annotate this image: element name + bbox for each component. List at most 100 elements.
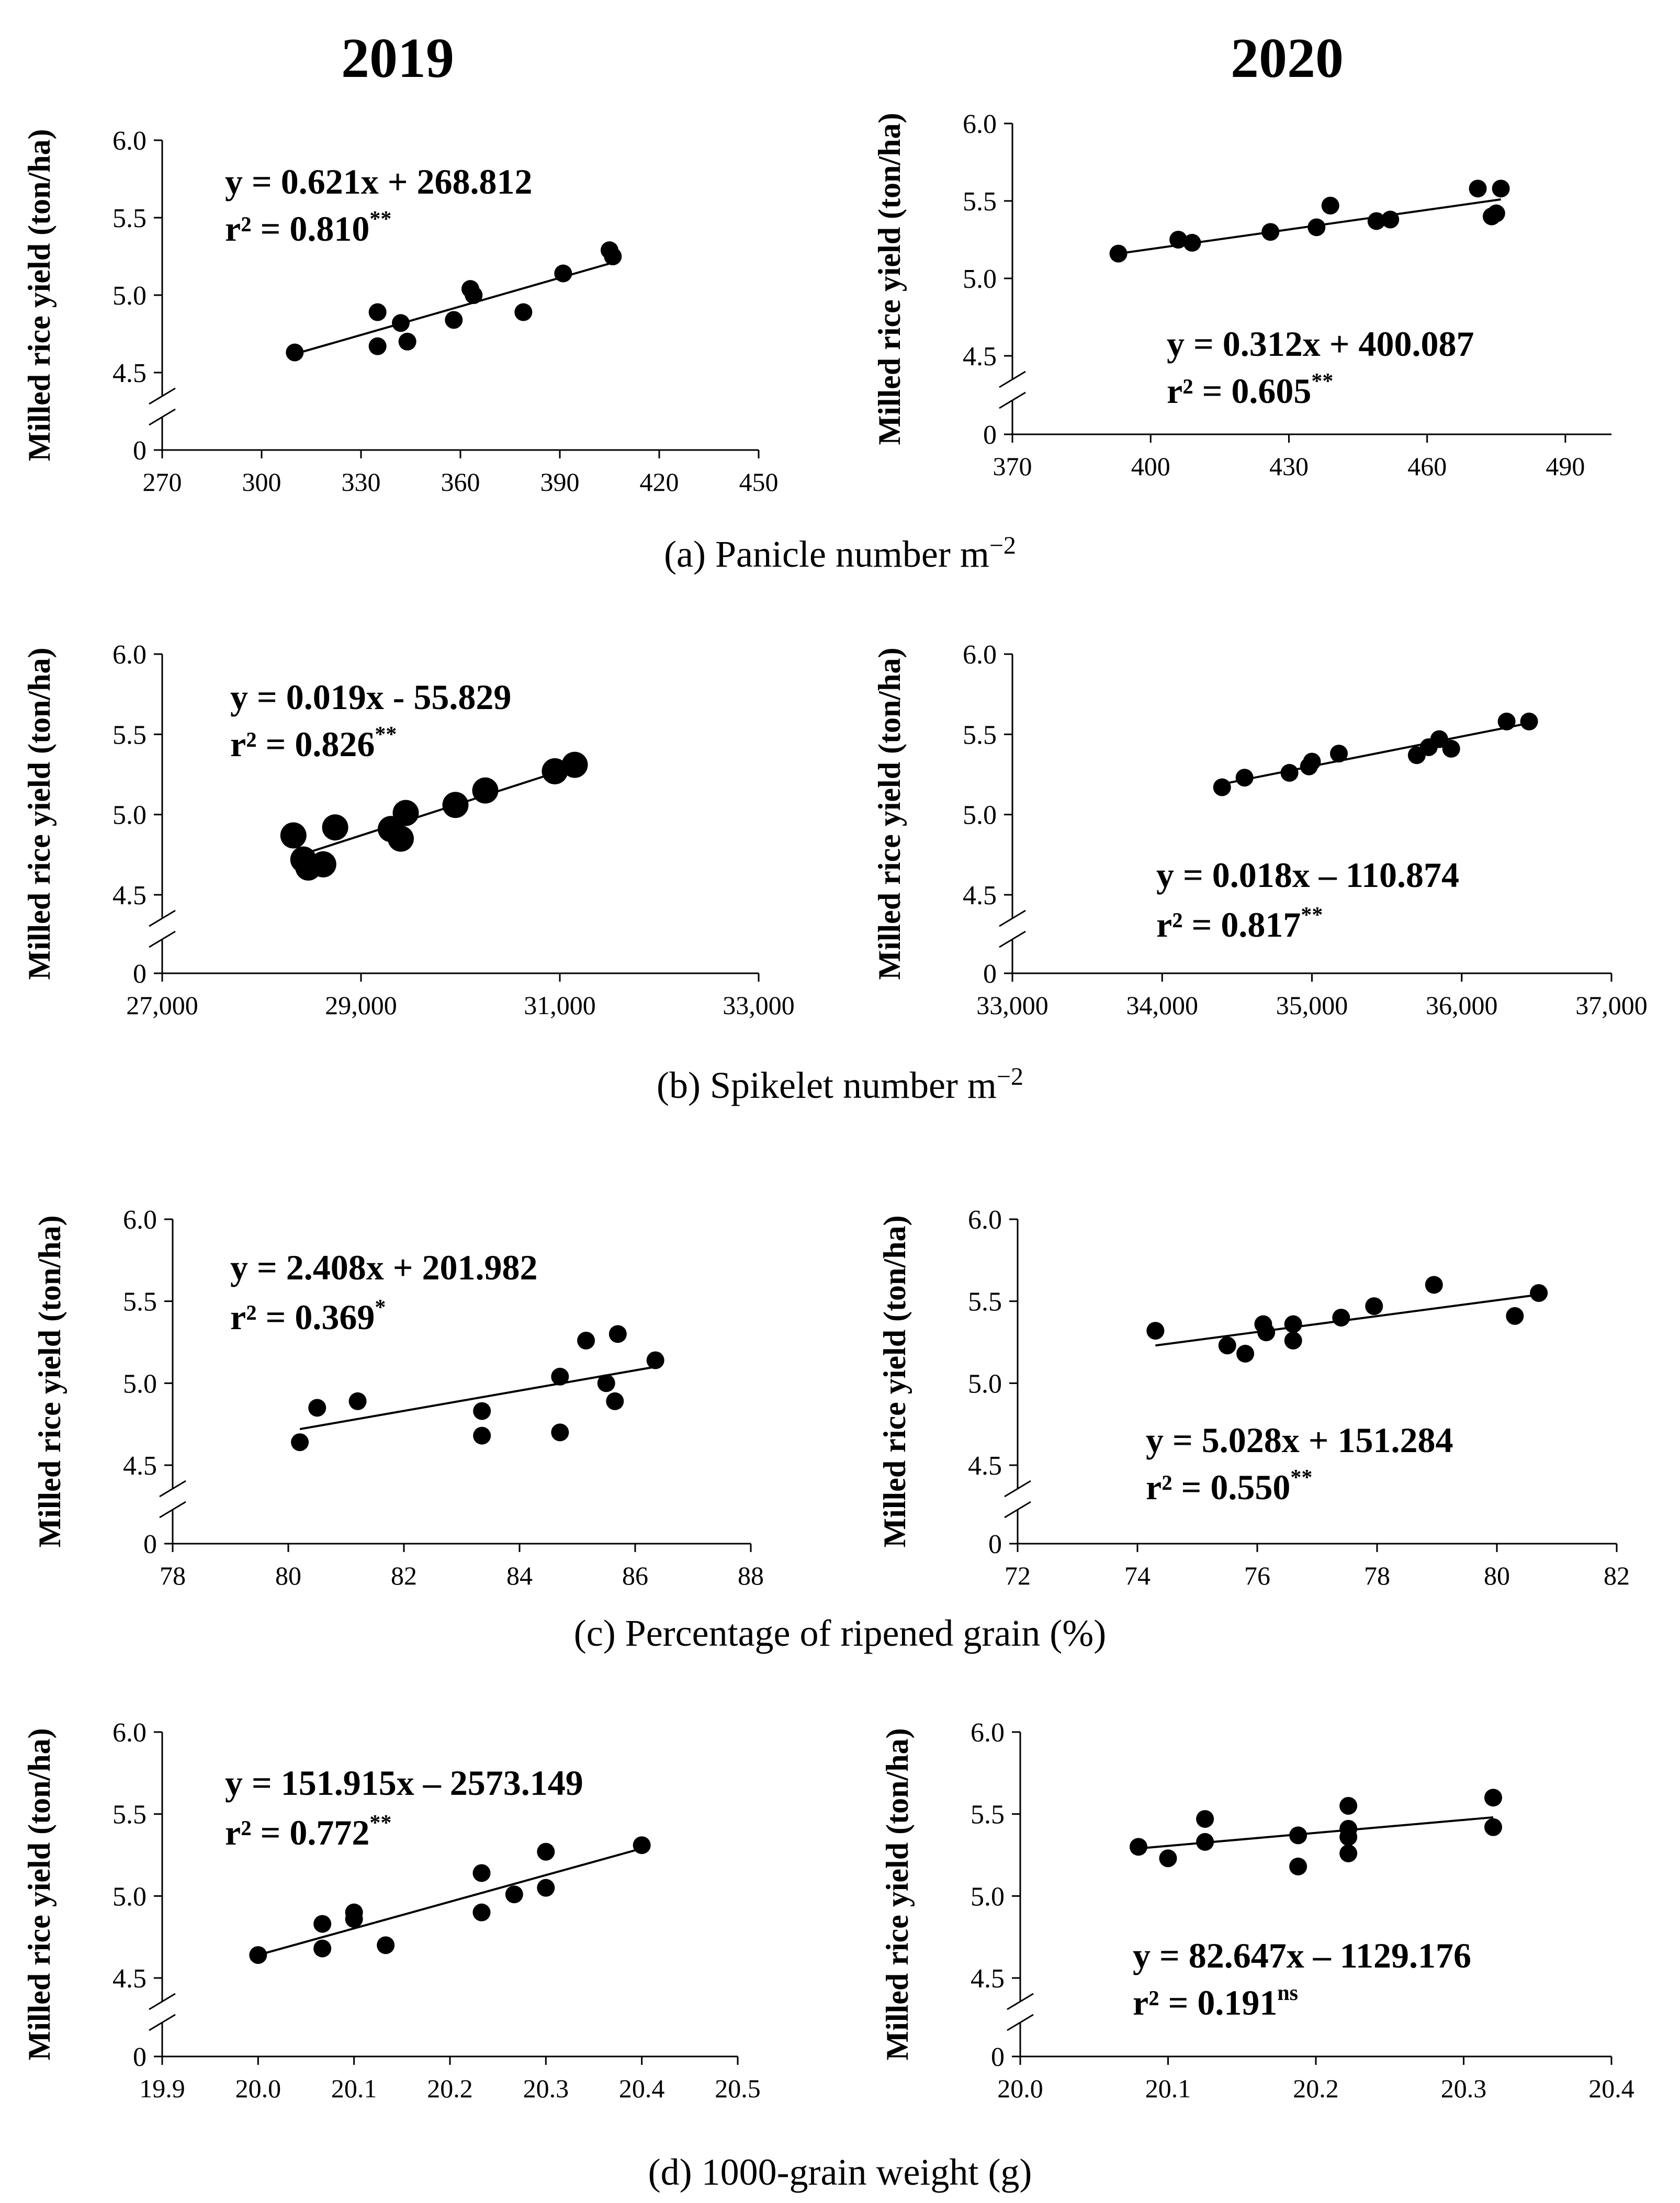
c2020-y-tick-label: 4.5 <box>968 1451 1002 1481</box>
b2019-axis-break-mark <box>149 909 176 927</box>
b2019-y-tick-label: 5.0 <box>112 801 146 830</box>
d2020-axis-break-mark <box>1007 2014 1034 2031</box>
d2019-data-point <box>472 1903 491 1921</box>
a2020-data-point <box>1381 210 1400 229</box>
d2020-data-point <box>1339 1797 1358 1815</box>
a2020-r-squared: r² = 0.605** <box>1167 369 1333 411</box>
a2020-r-squared-value: r² = 0.605 <box>1167 371 1311 411</box>
a2020-data-point <box>1169 231 1188 249</box>
b2019-y-axis-title: Milled rice yield (ton/ha) <box>22 648 57 980</box>
c2019-significance: * <box>375 1296 386 1320</box>
c2019-data-point <box>473 1402 491 1420</box>
a2019-x-tick-label: 270 <box>143 467 182 497</box>
c2020-data-point <box>1218 1336 1236 1355</box>
c2019-y-tick-label: 4.5 <box>123 1451 157 1481</box>
a2019-data-point <box>286 343 304 362</box>
b2020-data-point <box>1497 712 1516 730</box>
d2020-x-tick-label: 20.1 <box>1145 2074 1191 2103</box>
b2020-x-tick-label: 36,000 <box>1426 991 1498 1020</box>
b2020-axis-break-mark <box>999 930 1026 948</box>
c2020-x-tick-label: 72 <box>1005 1561 1031 1590</box>
d2020-equation: y = 82.647x – 1129.176 <box>1133 1936 1471 1975</box>
a2020-data-point <box>1487 204 1505 222</box>
caption-d-text: (d) 1000-grain weight (g) <box>648 2151 1032 2193</box>
b2019-x-tick-label: 33,000 <box>723 991 795 1020</box>
a2019-data-point <box>604 248 622 265</box>
a2020-data-point <box>1183 233 1201 252</box>
d2020-axis-break-mark <box>1007 1993 1034 2010</box>
a2019-data-point <box>368 303 387 321</box>
c2020-data-point <box>1530 1284 1548 1302</box>
a2019-x-tick-label: 300 <box>242 467 281 497</box>
c2019-r-squared: r² = 0.369* <box>230 1296 386 1337</box>
d2019-x-tick-label: 20.5 <box>715 2074 761 2103</box>
c2019-data-point <box>308 1399 326 1417</box>
a2020-y-tick-label: 5.0 <box>963 264 997 294</box>
a2020-y-axis-title: Milled rice yield (ton/ha) <box>872 113 907 445</box>
b2020-r-squared-value: r² = 0.817 <box>1156 905 1301 945</box>
c2020-y-tick-label: 5.0 <box>968 1369 1002 1399</box>
a2019-data-point <box>392 314 410 332</box>
d2020-y-tick-label: 6.0 <box>971 1718 1005 1748</box>
b2019-x-tick-label: 27,000 <box>126 991 198 1020</box>
d2020-y-zero-label: 0 <box>991 2042 1005 2072</box>
a2019-data-point <box>465 286 483 304</box>
a2020-data-point <box>1469 179 1487 198</box>
a2019-data-point <box>398 332 416 351</box>
d2019-significance: ** <box>369 1811 391 1835</box>
a2019-data-point <box>554 264 572 283</box>
c2020-x-tick-label: 82 <box>1604 1561 1630 1590</box>
a2020-axis-break-mark <box>999 391 1026 409</box>
c2019-data-point <box>348 1392 367 1410</box>
b2019-y-tick-label: 5.5 <box>112 720 146 750</box>
d2019-x-tick-label: 20.1 <box>331 2074 377 2103</box>
c2019-y-zero-label: 0 <box>143 1530 157 1559</box>
a2020-y-tick-label: 5.5 <box>963 187 997 217</box>
c2020-r-squared-value: r² = 0.550 <box>1146 1467 1290 1507</box>
b2020-y-tick-label: 4.5 <box>963 881 997 911</box>
b2019-data-point <box>542 758 568 784</box>
c2019-x-tick-label: 78 <box>160 1561 186 1590</box>
a2020-y-zero-label: 0 <box>983 420 997 450</box>
b2020-axis-break-mark <box>999 909 1026 927</box>
b2020-significance: ** <box>1301 903 1323 927</box>
c2019-data-point <box>606 1392 624 1410</box>
b2020-trend-line <box>1222 722 1529 785</box>
b2020-equation: y = 0.018x – 110.874 <box>1156 855 1459 895</box>
a2019-equation: y = 0.621x + 268.812 <box>225 162 533 201</box>
a2020-x-tick-label: 370 <box>993 452 1032 481</box>
a2020-data-point <box>1367 212 1385 230</box>
a2019-x-tick-label: 330 <box>342 467 381 497</box>
c2019-x-tick-label: 82 <box>391 1561 417 1590</box>
c2019-data-point <box>551 1367 569 1386</box>
a2019-axis-break-mark <box>149 408 176 426</box>
d2019-y-tick-label: 6.0 <box>112 1718 146 1748</box>
b2019-y-tick-label: 4.5 <box>112 881 146 911</box>
a2019-r-squared: r² = 0.810** <box>225 207 391 249</box>
d2019-data-point <box>313 1915 332 1933</box>
b2019-y-zero-label: 0 <box>133 959 146 989</box>
caption-a: (a) Panicle number m−2 <box>0 531 1680 576</box>
c2020-data-point <box>1506 1307 1524 1325</box>
c2020-equation: y = 5.028x + 151.284 <box>1146 1420 1453 1460</box>
c2019-r-squared-value: r² = 0.369 <box>230 1297 375 1337</box>
b2019-equation: y = 0.019x - 55.829 <box>230 677 511 717</box>
d2019-data-point <box>345 1910 363 1928</box>
a2020-data-point <box>1492 179 1510 198</box>
d2020-data-point <box>1484 1818 1502 1836</box>
d2020-data-point <box>1339 1844 1358 1862</box>
caption-b-superscript: −2 <box>996 1063 1023 1091</box>
d2020-y-tick-label: 5.5 <box>971 1800 1005 1830</box>
b2019-data-point <box>392 800 419 826</box>
c2020-x-tick-label: 80 <box>1484 1561 1510 1590</box>
b2020-data-point <box>1235 769 1254 787</box>
c2019-y-tick-label: 6.0 <box>123 1205 157 1235</box>
c2019-data-point <box>551 1423 569 1442</box>
d2019-x-tick-label: 20.4 <box>619 2074 665 2103</box>
b2020-y-zero-label: 0 <box>983 959 997 989</box>
b2020-data-point <box>1442 739 1460 758</box>
c2019-y-tick-label: 5.0 <box>123 1369 157 1399</box>
c2020-significance: ** <box>1290 1466 1312 1490</box>
year-header-2020: 2020 <box>1231 27 1344 89</box>
